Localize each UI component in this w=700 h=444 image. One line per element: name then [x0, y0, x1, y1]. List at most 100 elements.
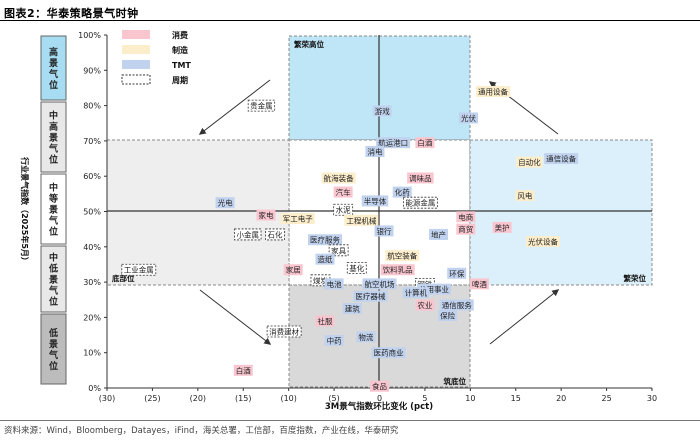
point-label: 饮料乳品: [383, 265, 413, 275]
point-box: [376, 137, 411, 149]
x-axis-title: 3M景气指数环比变化 (pct): [325, 401, 433, 412]
x-tick-label: 30: [647, 394, 657, 403]
point-box: [544, 153, 579, 165]
arrow-top-left: [198, 79, 271, 135]
point-计算机: 计算机: [402, 287, 430, 299]
point-label: 自动化: [518, 157, 541, 167]
point-label: 农业: [417, 300, 432, 310]
point-box: [392, 186, 412, 198]
quadrant-label: 繁荣位: [623, 273, 647, 283]
point-box: [469, 278, 489, 290]
point-光伏设备: 光伏设备: [526, 236, 560, 248]
point-label: 煤炭: [313, 275, 328, 285]
point-白酒: 白酒: [415, 137, 435, 149]
point-box: [333, 186, 353, 198]
point-label: 医疗器械: [355, 291, 385, 301]
band-box-mid: [40, 173, 67, 245]
point-box: [402, 287, 430, 299]
point-label: 航海装备: [324, 173, 354, 183]
point-box: [321, 172, 356, 184]
band-label: 高景气位: [48, 46, 58, 91]
point-农业: 农业: [415, 299, 435, 311]
point-电池: 电池: [324, 278, 344, 290]
point-box: [256, 209, 276, 221]
point-能源金属: 能源金属: [402, 196, 438, 209]
point-食品: 食品: [370, 380, 389, 392]
point-光伏: 光伏: [459, 112, 479, 124]
y-tick-label: 70%: [83, 137, 101, 146]
point-工业金属: 工业金属: [121, 263, 157, 276]
point-基化: 基化: [346, 262, 367, 274]
point-box: [438, 310, 458, 322]
point-box: [315, 253, 335, 265]
point-军工电子: 军工电子: [280, 213, 315, 225]
point-label: 医疗服务: [310, 235, 340, 245]
y-tick-label: 20%: [83, 313, 101, 322]
legend-swatch: [122, 45, 150, 54]
point-label: 工程机械: [346, 215, 376, 225]
point-label: 航运港口: [378, 138, 408, 148]
point-社服: 社服: [315, 315, 335, 327]
point-box: [476, 85, 511, 97]
x-tick-label: (20): [190, 394, 206, 403]
point-box: [380, 264, 415, 276]
point-风电: 风电: [515, 190, 535, 202]
y-tick-label: 50%: [83, 208, 101, 217]
point-box: [415, 299, 435, 311]
figure-title: 图表2：华泰策略景气时钟: [4, 7, 139, 20]
x-tick-label: 25: [601, 394, 611, 403]
x-tick-label: (10): [280, 394, 296, 403]
region-right: [469, 139, 653, 286]
band-box-mid-high: [40, 101, 67, 173]
point-调味品: 调味品: [407, 172, 434, 184]
point-box: [361, 195, 389, 207]
point-box: [447, 267, 467, 279]
point-贵金属: 贵金属: [247, 99, 276, 112]
point-地产: 地产: [429, 228, 449, 240]
point-box: [372, 105, 392, 117]
point-医药商业: 医药商业: [371, 347, 406, 359]
point-电商: 电商: [456, 211, 476, 223]
point-医疗服务: 医疗服务: [308, 234, 342, 246]
point-box: [346, 262, 367, 274]
quadrant-label: 底部位: [112, 273, 135, 283]
point-航运港口: 航运港口: [376, 137, 411, 149]
x-tick-label: (25): [144, 394, 160, 403]
x-tick-label: (15): [235, 394, 251, 403]
point-label: 环保: [449, 269, 464, 278]
point-啤酒: 啤酒: [469, 278, 489, 290]
point-label: 工业金属: [124, 265, 154, 275]
point-环保: 环保: [447, 267, 467, 279]
legend-swatch: [121, 74, 151, 85]
point-饮料乳品: 饮料乳品: [380, 264, 415, 276]
point-label: 通信设备: [546, 154, 576, 164]
point-label: 消电: [367, 146, 382, 156]
point-label: 调味品: [409, 173, 432, 183]
point-label: 中药: [327, 335, 342, 345]
band-box-low: [40, 313, 67, 385]
band-label: 中低景气位: [48, 252, 58, 308]
point-label: 社服: [318, 316, 333, 326]
point-航海装备: 航海装备: [321, 172, 356, 184]
point-label: 光伏: [461, 113, 476, 123]
quadrant-label: 繁荣高位: [293, 39, 324, 49]
point-box: [402, 196, 438, 209]
point-label: 水泥: [336, 205, 351, 215]
point-box: [459, 112, 479, 124]
point-box: [371, 347, 406, 359]
point-box: [283, 264, 303, 276]
point-box: [492, 221, 512, 233]
point-label: 造纸: [318, 254, 333, 264]
point-box: [265, 228, 285, 241]
point-label: 光电: [218, 198, 233, 208]
title-rule: [0, 20, 700, 21]
point-美护: 美护: [492, 221, 512, 233]
point-label: 计算机: [405, 288, 428, 298]
y-tick-label: 80%: [83, 102, 101, 111]
point-游戏: 游戏: [372, 105, 392, 117]
band-label: 中等景气位: [48, 182, 58, 238]
point-label: 风电: [517, 191, 532, 201]
point-box: [516, 156, 543, 168]
point-银行: 银行: [374, 225, 394, 237]
